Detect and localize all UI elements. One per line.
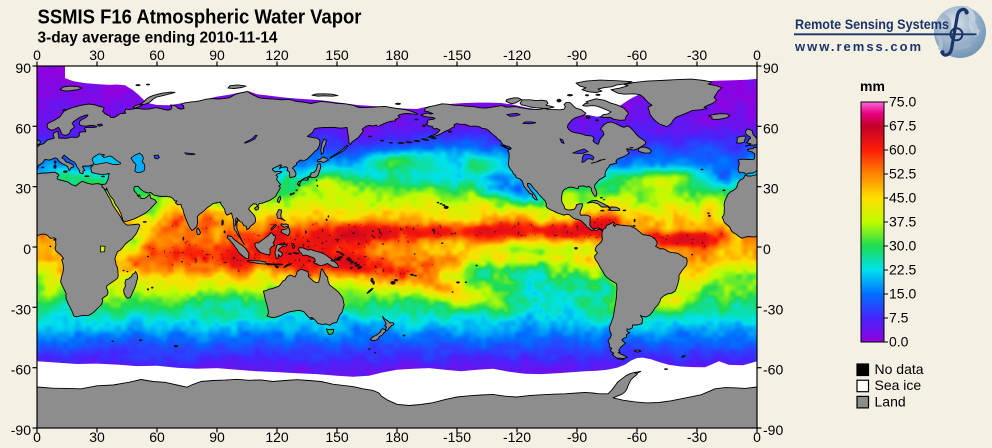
svg-text:-90: -90 (763, 422, 783, 438)
svg-text:67.5: 67.5 (889, 118, 916, 134)
svg-text:mm: mm (860, 78, 885, 94)
svg-text:52.5: 52.5 (889, 166, 916, 182)
svg-text:Sea ice: Sea ice (875, 377, 922, 393)
svg-text:90: 90 (763, 60, 779, 76)
svg-text:-60: -60 (763, 362, 783, 378)
svg-text:150: 150 (325, 429, 349, 445)
svg-text:No data: No data (875, 361, 924, 377)
svg-text:90: 90 (209, 47, 225, 63)
svg-text:60: 60 (15, 120, 31, 136)
svg-text:150: 150 (325, 47, 349, 63)
svg-text:-30: -30 (11, 301, 31, 317)
svg-text:-90: -90 (567, 47, 587, 63)
svg-text:-30: -30 (687, 429, 707, 445)
svg-text:-120: -120 (503, 47, 531, 63)
svg-text:0: 0 (23, 241, 31, 257)
svg-text:-120: -120 (503, 429, 531, 445)
svg-text:-90: -90 (11, 422, 31, 438)
svg-text:-60: -60 (627, 47, 647, 63)
svg-text:90: 90 (209, 429, 225, 445)
svg-text:120: 120 (265, 47, 289, 63)
svg-text:30: 30 (763, 181, 779, 197)
svg-text:3-day average ending 2010-11-1: 3-day average ending 2010-11-14 (38, 29, 278, 46)
svg-text:Land: Land (875, 393, 906, 409)
svg-text:0.0: 0.0 (889, 334, 909, 350)
svg-text:SSMIS F16 Atmospheric Water Va: SSMIS F16 Atmospheric Water Vapor (38, 7, 362, 29)
svg-text:0: 0 (33, 47, 41, 63)
svg-text:-150: -150 (443, 47, 471, 63)
svg-text:75.0: 75.0 (889, 94, 916, 110)
svg-text:15.0: 15.0 (889, 286, 916, 302)
svg-text:30.0: 30.0 (889, 238, 916, 254)
svg-text:7.5: 7.5 (889, 310, 909, 326)
svg-text:-150: -150 (443, 429, 471, 445)
svg-text:180: 180 (385, 429, 409, 445)
svg-text:0: 0 (33, 429, 41, 445)
svg-text:45.0: 45.0 (889, 190, 916, 206)
svg-text:60.0: 60.0 (889, 142, 916, 158)
svg-text:60: 60 (149, 429, 165, 445)
svg-text:22.5: 22.5 (889, 262, 916, 278)
svg-text:-30: -30 (763, 301, 783, 317)
svg-text:120: 120 (265, 429, 289, 445)
svg-text:Remote Sensing Systems: Remote Sensing Systems (795, 17, 949, 32)
svg-text:30: 30 (15, 181, 31, 197)
svg-text:-60: -60 (627, 429, 647, 445)
svg-text:-60: -60 (11, 362, 31, 378)
svg-text:-30: -30 (687, 47, 707, 63)
svg-text:60: 60 (149, 47, 165, 63)
svg-text:-90: -90 (567, 429, 587, 445)
svg-text:0: 0 (763, 241, 771, 257)
svg-text:90: 90 (15, 60, 31, 76)
svg-text:60: 60 (763, 120, 779, 136)
svg-text:0: 0 (753, 47, 761, 63)
svg-text:180: 180 (385, 47, 409, 63)
svg-text:37.5: 37.5 (889, 214, 916, 230)
svg-text:www.remss.com: www.remss.com (794, 39, 923, 54)
svg-text:30: 30 (89, 47, 105, 63)
svg-text:30: 30 (89, 429, 105, 445)
svg-text:0: 0 (753, 429, 761, 445)
